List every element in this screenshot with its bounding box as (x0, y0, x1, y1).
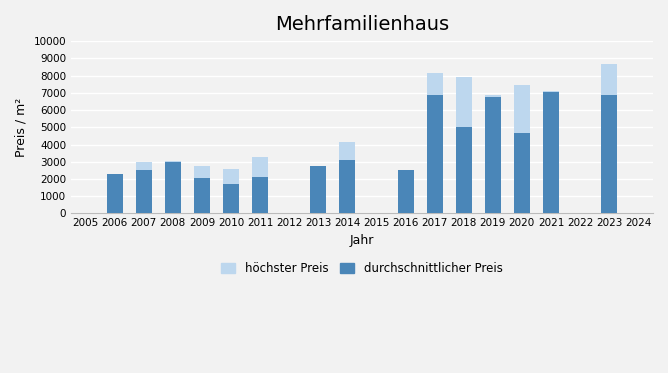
Bar (514, 133, 530, 213)
Bar (165, 162, 181, 213)
Bar (252, 157, 268, 213)
Bar (514, 85, 530, 213)
Bar (136, 162, 152, 213)
Bar (339, 160, 355, 213)
Bar (427, 73, 443, 213)
Bar (601, 63, 617, 213)
Bar (397, 170, 413, 213)
Bar (601, 94, 617, 213)
Bar (427, 94, 443, 213)
Bar (339, 142, 355, 213)
Bar (456, 77, 472, 213)
Bar (194, 178, 210, 213)
Bar (252, 177, 268, 213)
Y-axis label: Preis / m²: Preis / m² (15, 98, 28, 157)
X-axis label: Jahr: Jahr (350, 234, 374, 247)
Bar (223, 184, 239, 213)
Bar (543, 91, 559, 213)
Bar (310, 166, 326, 213)
Bar (194, 166, 210, 213)
Bar (456, 127, 472, 213)
Bar (223, 169, 239, 213)
Title: Mehrfamilienhaus: Mehrfamilienhaus (275, 15, 449, 34)
Bar (107, 174, 123, 213)
Bar (543, 92, 559, 213)
Bar (485, 95, 501, 213)
Bar (136, 170, 152, 213)
Bar (165, 161, 181, 213)
Legend: höchster Preis, durchschnittlicher Preis: höchster Preis, durchschnittlicher Preis (216, 257, 508, 280)
Bar (485, 97, 501, 213)
